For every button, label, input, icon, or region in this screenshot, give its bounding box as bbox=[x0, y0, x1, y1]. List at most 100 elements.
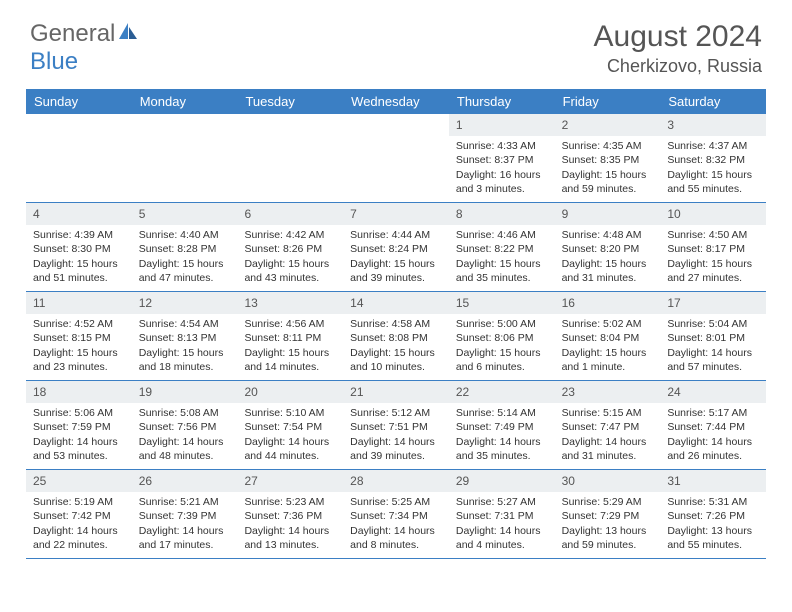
sunset-line: Sunset: 7:51 PM bbox=[350, 420, 442, 434]
sunrise-line: Sunrise: 4:56 AM bbox=[244, 317, 336, 331]
day-number: 20 bbox=[237, 381, 343, 403]
day-header-saturday: Saturday bbox=[660, 89, 766, 114]
sunset-line: Sunset: 7:36 PM bbox=[244, 509, 336, 523]
daylight-line: Daylight: 15 hours and 55 minutes. bbox=[667, 168, 759, 196]
cell-body: Sunrise: 4:50 AMSunset: 8:17 PMDaylight:… bbox=[660, 225, 766, 291]
calendar-week: 25Sunrise: 5:19 AMSunset: 7:42 PMDayligh… bbox=[26, 470, 766, 559]
sunrise-line: Sunrise: 5:29 AM bbox=[562, 495, 654, 509]
day-header-wednesday: Wednesday bbox=[343, 89, 449, 114]
sunset-line: Sunset: 8:01 PM bbox=[667, 331, 759, 345]
sunrise-line: Sunrise: 5:12 AM bbox=[350, 406, 442, 420]
calendar-cell: 6Sunrise: 4:42 AMSunset: 8:26 PMDaylight… bbox=[237, 203, 343, 291]
calendar-cell: 12Sunrise: 4:54 AMSunset: 8:13 PMDayligh… bbox=[132, 292, 238, 380]
daylight-line: Daylight: 14 hours and 8 minutes. bbox=[350, 524, 442, 552]
calendar-cell: 30 Sunrise: 5:29 AMSunset: 7:29 PMDayligh… bbox=[555, 470, 661, 558]
sunset-line: Sunset: 8:26 PM bbox=[244, 242, 336, 256]
page-title: August 2024 bbox=[594, 20, 762, 54]
daylight-line: Daylight: 14 hours and 39 minutes. bbox=[350, 435, 442, 463]
cell-body: Sunrise: 5:25 AMSunset: 7:34 PMDaylight:… bbox=[343, 492, 449, 558]
cell-body: Sunrise: 4:40 AMSunset: 8:28 PMDaylight:… bbox=[132, 225, 238, 291]
sunset-line: Sunset: 8:15 PM bbox=[33, 331, 125, 345]
location-label: Cherkizovo, Russia bbox=[594, 56, 762, 77]
cell-body: Sunrise: 4:35 AMSunset: 8:35 PMDaylight:… bbox=[555, 136, 661, 202]
sunrise-line: Sunrise: 4:35 AM bbox=[562, 139, 654, 153]
daylight-line: Daylight: 15 hours and 1 minute. bbox=[562, 346, 654, 374]
calendar-cell bbox=[26, 114, 132, 202]
sunrise-line: Sunrise: 4:39 AM bbox=[33, 228, 125, 242]
cell-body: Sunrise: 4:39 AMSunset: 8:30 PMDaylight:… bbox=[26, 225, 132, 291]
cell-body: Sunrise: 5:19 AMSunset: 7:42 PMDaylight:… bbox=[26, 492, 132, 558]
sunrise-line: Sunrise: 5:08 AM bbox=[139, 406, 231, 420]
daylight-line: Daylight: 15 hours and 14 minutes. bbox=[244, 346, 336, 374]
sunset-line: Sunset: 8:20 PM bbox=[562, 242, 654, 256]
sunrise-line: Sunrise: 5:06 AM bbox=[33, 406, 125, 420]
cell-body: Sunrise: 4:48 AMSunset: 8:20 PMDaylight:… bbox=[555, 225, 661, 291]
daylight-line: Daylight: 15 hours and 10 minutes. bbox=[350, 346, 442, 374]
day-number: 30 bbox=[555, 470, 661, 492]
calendar-cell: 14Sunrise: 4:58 AMSunset: 8:08 PMDayligh… bbox=[343, 292, 449, 380]
sunrise-line: Sunrise: 5:19 AM bbox=[33, 495, 125, 509]
calendar-cell bbox=[343, 114, 449, 202]
sunset-line: Sunset: 8:30 PM bbox=[33, 242, 125, 256]
header: General August 2024 Cherkizovo, Russia bbox=[0, 0, 792, 89]
day-number: 15 bbox=[449, 292, 555, 314]
cell-body: Sunrise: 4:44 AMSunset: 8:24 PMDaylight:… bbox=[343, 225, 449, 291]
sunset-line: Sunset: 7:44 PM bbox=[667, 420, 759, 434]
calendar-cell: 7Sunrise: 4:44 AMSunset: 8:24 PMDaylight… bbox=[343, 203, 449, 291]
sunset-line: Sunset: 7:34 PM bbox=[350, 509, 442, 523]
day-number: 23 bbox=[555, 381, 661, 403]
day-header-monday: Monday bbox=[132, 89, 238, 114]
sunset-line: Sunset: 8:22 PM bbox=[456, 242, 548, 256]
daylight-line: Daylight: 15 hours and 35 minutes. bbox=[456, 257, 548, 285]
sunset-line: Sunset: 8:32 PM bbox=[667, 153, 759, 167]
sunrise-line: Sunrise: 4:42 AM bbox=[244, 228, 336, 242]
logo-sail-icon bbox=[117, 20, 139, 48]
calendar-cell: 8Sunrise: 4:46 AMSunset: 8:22 PMDaylight… bbox=[449, 203, 555, 291]
daylight-line: Daylight: 16 hours and 3 minutes. bbox=[456, 168, 548, 196]
sunrise-line: Sunrise: 5:14 AM bbox=[456, 406, 548, 420]
calendar-cell: 18Sunrise: 5:06 AMSunset: 7:59 PMDayligh… bbox=[26, 381, 132, 469]
day-number: 7 bbox=[343, 203, 449, 225]
day-number: 22 bbox=[449, 381, 555, 403]
calendar-cell: 25Sunrise: 5:19 AMSunset: 7:42 PMDayligh… bbox=[26, 470, 132, 558]
sunset-line: Sunset: 7:31 PM bbox=[456, 509, 548, 523]
sunrise-line: Sunrise: 5:27 AM bbox=[456, 495, 548, 509]
calendar-cell bbox=[237, 114, 343, 202]
calendar-cell: 20Sunrise: 5:10 AMSunset: 7:54 PMDayligh… bbox=[237, 381, 343, 469]
daylight-line: Daylight: 13 hours and 59 minutes. bbox=[562, 524, 654, 552]
cell-body: Sunrise: 5:06 AMSunset: 7:59 PMDaylight:… bbox=[26, 403, 132, 469]
sunset-line: Sunset: 8:11 PM bbox=[244, 331, 336, 345]
calendar-week: 1Sunrise: 4:33 AMSunset: 8:37 PMDaylight… bbox=[26, 114, 766, 203]
day-number: 11 bbox=[26, 292, 132, 314]
cell-body: Sunrise: 5:08 AMSunset: 7:56 PMDaylight:… bbox=[132, 403, 238, 469]
sunrise-line: Sunrise: 5:25 AM bbox=[350, 495, 442, 509]
day-number: 1 bbox=[449, 114, 555, 136]
daylight-line: Daylight: 14 hours and 44 minutes. bbox=[244, 435, 336, 463]
calendar-cell: 22Sunrise: 5:14 AMSunset: 7:49 PMDayligh… bbox=[449, 381, 555, 469]
daylight-line: Daylight: 15 hours and 47 minutes. bbox=[139, 257, 231, 285]
day-header-thursday: Thursday bbox=[449, 89, 555, 114]
sunset-line: Sunset: 7:56 PM bbox=[139, 420, 231, 434]
sunset-line: Sunset: 7:54 PM bbox=[244, 420, 336, 434]
daylight-line: Daylight: 14 hours and 26 minutes. bbox=[667, 435, 759, 463]
day-header-tuesday: Tuesday bbox=[237, 89, 343, 114]
title-block: August 2024 Cherkizovo, Russia bbox=[594, 20, 762, 77]
calendar-cell bbox=[132, 114, 238, 202]
calendar-cell: 15Sunrise: 5:00 AMSunset: 8:06 PMDayligh… bbox=[449, 292, 555, 380]
sunrise-line: Sunrise: 5:00 AM bbox=[456, 317, 548, 331]
daylight-line: Daylight: 15 hours and 43 minutes. bbox=[244, 257, 336, 285]
day-number: 9 bbox=[555, 203, 661, 225]
calendar: Sunday Monday Tuesday Wednesday Thursday… bbox=[26, 89, 766, 559]
day-number: 5 bbox=[132, 203, 238, 225]
calendar-cell: 9Sunrise: 4:48 AMSunset: 8:20 PMDaylight… bbox=[555, 203, 661, 291]
daylight-line: Daylight: 14 hours and 17 minutes. bbox=[139, 524, 231, 552]
day-number: 16 bbox=[555, 292, 661, 314]
sunset-line: Sunset: 8:35 PM bbox=[562, 153, 654, 167]
sunrise-line: Sunrise: 4:44 AM bbox=[350, 228, 442, 242]
sunrise-line: Sunrise: 4:46 AM bbox=[456, 228, 548, 242]
sunset-line: Sunset: 7:42 PM bbox=[33, 509, 125, 523]
sunset-line: Sunset: 7:29 PM bbox=[562, 509, 654, 523]
cell-body: Sunrise: 4:33 AMSunset: 8:37 PMDaylight:… bbox=[449, 136, 555, 202]
sunrise-line: Sunrise: 4:48 AM bbox=[562, 228, 654, 242]
calendar-cell: 4Sunrise: 4:39 AMSunset: 8:30 PMDaylight… bbox=[26, 203, 132, 291]
